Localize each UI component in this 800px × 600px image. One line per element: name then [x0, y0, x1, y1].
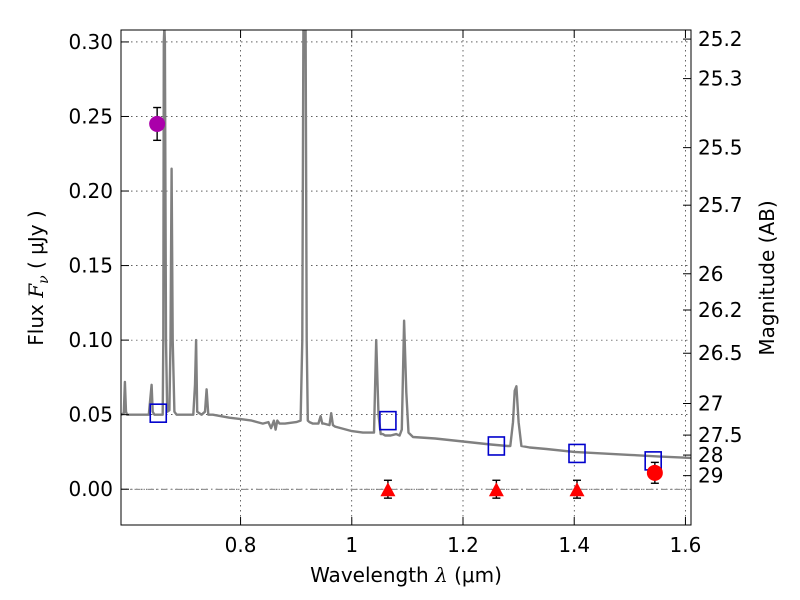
upper-limit-triangle — [569, 482, 585, 497]
y-axis-left: 0.00 0.05 0.10 0.15 0.20 0.25 0.30 — [68, 30, 129, 501]
model-photometry-square — [487, 436, 506, 456]
y-tick-label: 0.30 — [68, 30, 113, 54]
model-photometry-square — [149, 403, 168, 423]
markers — [149, 106, 663, 499]
model-photometry-square — [568, 443, 586, 464]
magnitude-tick-label: 26.2 — [698, 298, 743, 322]
y-tick-label: 0.15 — [68, 254, 113, 278]
y-tick-label: 0.25 — [68, 104, 113, 128]
magnitude-tick-label: 28 — [698, 443, 723, 467]
magnitude-tick-label: 29 — [698, 464, 723, 488]
photometry-point — [646, 464, 663, 481]
model-photometry-square — [379, 410, 397, 431]
photometry-point — [149, 115, 166, 132]
x-axis: 0.8 1 1.2 1.4 1.6 — [225, 30, 702, 557]
magnitude-tick-label: 25.3 — [698, 67, 743, 91]
magnitude-tick-label: 25.7 — [698, 193, 743, 217]
upper-limit-triangle — [488, 482, 504, 497]
y-axis-label: Flux Fν ( μJy ) — [24, 210, 52, 345]
x-tick-label: 0.8 — [225, 533, 257, 557]
magnitude-tick-label: 26.5 — [698, 341, 743, 365]
y-tick-label: 0.00 — [68, 477, 113, 501]
y2-axis-label: Magnitude (AB) — [755, 200, 779, 355]
magnitude-tick-label: 25.2 — [698, 27, 743, 51]
x-tick-label: 1.6 — [670, 533, 702, 557]
y-tick-label: 0.05 — [68, 403, 113, 427]
magnitude-tick-label: 27 — [698, 391, 723, 415]
x-tick-label: 1.2 — [447, 533, 479, 557]
y-tick-label: 0.10 — [68, 328, 113, 352]
x-tick-label: 1 — [345, 533, 358, 557]
magnitude-tick-label: 25.5 — [698, 136, 743, 160]
x-tick-label: 1.4 — [558, 533, 590, 557]
plot-area — [121, 30, 691, 460]
magnitude-tick-label: 27.5 — [698, 423, 743, 447]
x-axis-label: Wavelength λ (μm) — [310, 563, 502, 587]
upper-limit-triangle — [380, 482, 396, 497]
spectrum-line — [121, 30, 691, 460]
magnitude-tick-label: 26 — [698, 262, 723, 286]
plot-frame — [120, 29, 692, 526]
y-tick-label: 0.20 — [68, 179, 113, 203]
